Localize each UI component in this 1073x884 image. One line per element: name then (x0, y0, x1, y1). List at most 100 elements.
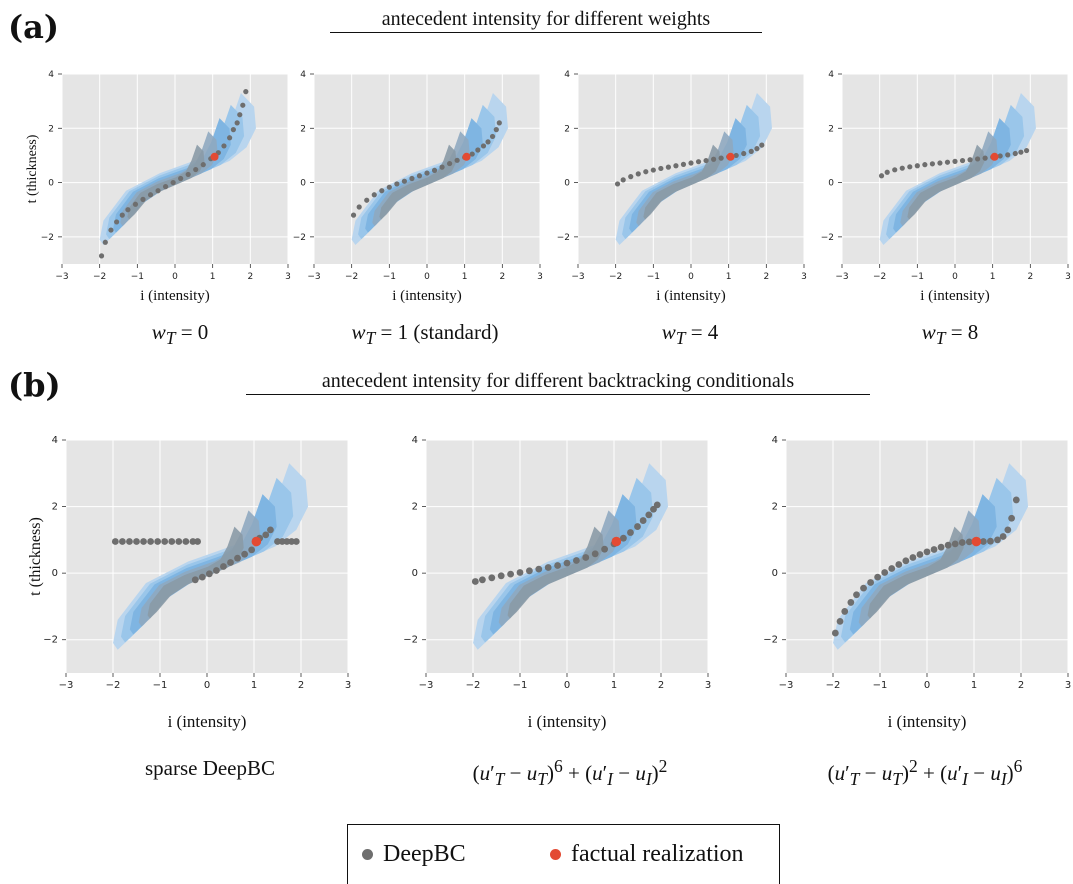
deepbc-point (634, 523, 641, 530)
deepbc-point (878, 173, 885, 179)
density-level-2 (129, 494, 277, 635)
deepbc-point (401, 178, 407, 184)
x-tick-label: 3 (1065, 272, 1071, 282)
deepbc-point (733, 152, 739, 159)
deepbc-point (645, 511, 653, 519)
deepbc-point (386, 184, 392, 190)
deepbc-point (114, 219, 120, 225)
y-tick-label: −2 (43, 635, 58, 646)
deepbc-point (658, 165, 664, 172)
deepbc-point (198, 573, 206, 581)
deepbc-point (194, 538, 202, 545)
deepbc-point (620, 534, 627, 542)
factual-point (251, 536, 262, 547)
deepbc-point (288, 538, 295, 545)
deepbc-point (98, 253, 105, 259)
legend-marker-factual (550, 849, 561, 860)
deepbc-point (718, 155, 724, 161)
deepbc-point (493, 127, 499, 133)
x-tick-label: −3 (779, 680, 794, 691)
y-tick-label: 2 (772, 502, 778, 513)
density-level-4 (127, 144, 205, 220)
deepbc-point (881, 569, 889, 576)
y-tick-label: −2 (41, 233, 54, 243)
chart-b1: −3 −2 −1 0 1 2 3 −2 0 2 4 i (intensity) t (thickness… (27, 435, 351, 731)
deepbc-point (409, 175, 415, 182)
x-tick-label: 3 (285, 272, 291, 282)
deepbc-point (914, 163, 920, 169)
density-level-1 (886, 104, 1025, 240)
density-level-2 (365, 118, 483, 233)
deepbc-point (140, 196, 146, 202)
deepbc-point (967, 157, 973, 163)
deepbc-point (189, 538, 197, 545)
deepbc-point (379, 188, 385, 194)
deepbc-point (507, 570, 514, 578)
density-level-2 (849, 494, 997, 635)
deepbc-point (230, 127, 236, 133)
density-level-2 (113, 118, 231, 233)
deepbc-point (132, 201, 139, 207)
caption-a4: wT = 8 (921, 320, 979, 349)
y-tick-label: −2 (821, 233, 834, 243)
deepbc-point (364, 197, 370, 203)
x-tick-label: −2 (106, 680, 121, 691)
deepbc-point (489, 133, 496, 140)
x-tick-label: 0 (924, 680, 930, 691)
section-title-a: antecedent intensity for different weigh… (330, 8, 762, 33)
deepbc-point (628, 174, 634, 180)
deepbc-point (262, 531, 270, 539)
x-tick-label: −3 (571, 272, 584, 282)
density-level-3 (858, 510, 981, 627)
y-tick-label: −2 (763, 635, 778, 646)
chart-a1: −3 −2 −1 0 1 2 3 −2 0 2 4 i (intensity) t (thickness… (25, 70, 291, 304)
x-axis-label: i (intensity) (920, 288, 990, 304)
deepbc-point (471, 578, 479, 585)
chart-a3: −3 −2 −1 0 1 2 3 −2 0 2 4 i (intensity) (557, 70, 807, 304)
y-tick-label: 2 (828, 124, 834, 134)
deepbc-point (439, 164, 445, 170)
deepbc-point (126, 538, 133, 545)
deepbc-point (475, 147, 481, 153)
deepbc-point (213, 567, 220, 574)
density-level-2 (893, 118, 1011, 233)
x-tick-label: 1 (611, 680, 617, 691)
factual-point (210, 152, 219, 161)
x-tick-label: −2 (826, 680, 841, 691)
deepbc-point (563, 559, 571, 567)
deepbc-point (243, 89, 249, 95)
deepbc-point (182, 538, 190, 545)
x-tick-label: 2 (499, 272, 505, 282)
x-axis-label: i (intensity) (168, 712, 247, 731)
x-tick-label: 2 (1018, 680, 1024, 691)
x-tick-label: 1 (990, 272, 996, 282)
x-tick-label: 0 (424, 272, 430, 282)
deepbc-point (980, 538, 987, 545)
deepbc-point (221, 143, 227, 149)
deepbc-point (1023, 147, 1030, 154)
density-level-4 (907, 144, 985, 220)
density-level-1 (840, 477, 1014, 643)
density-level-3 (138, 510, 261, 627)
x-tick-label: 1 (726, 272, 732, 282)
deepbc-point (688, 160, 694, 166)
x-tick-label: −1 (131, 272, 144, 282)
deepbc-point (371, 192, 377, 198)
deepbc-point (394, 181, 400, 187)
x-tick-label: 3 (1065, 680, 1071, 691)
factual-point (971, 536, 982, 547)
deepbc-point (853, 591, 860, 599)
deepbc-point (161, 538, 169, 545)
deepbc-point (711, 156, 717, 162)
deepbc-point (975, 156, 981, 162)
caption-a3: wT = 4 (661, 320, 719, 349)
density-level-4 (379, 144, 457, 220)
deepbc-point (526, 567, 533, 575)
density-level-1 (120, 477, 294, 643)
deepbc-point (937, 160, 943, 166)
deepbc-point (639, 517, 647, 524)
x-tick-label: 1 (462, 272, 468, 282)
deepbc-point (643, 169, 649, 175)
factual-point (726, 152, 735, 161)
x-axis-label: i (intensity) (140, 288, 210, 304)
